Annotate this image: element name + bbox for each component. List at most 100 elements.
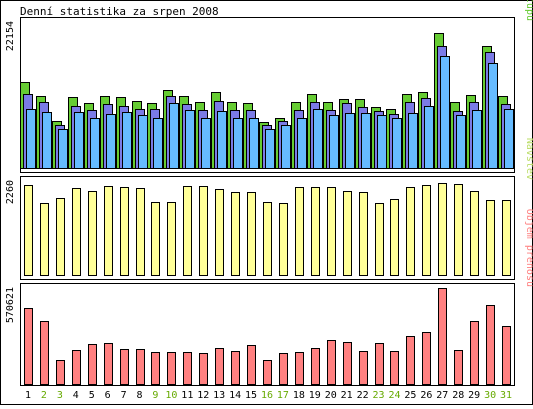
bar-visits-n-v-t-v [167,202,176,276]
bar-visits-n-v-t-v [470,191,479,276]
bar-traffic-str-nek [281,125,291,169]
bar-visits-n-v-t-v [279,203,288,276]
bar-visits-n-v-t-v [247,192,256,276]
bar-traffic-str-nek [122,112,132,169]
bar-traffic-str-nek [106,114,116,169]
bar-visits-n-v-t-v [311,187,320,276]
day-label: 4 [73,390,79,401]
bar-visits-n-v-t-v [502,200,511,276]
bar-volume-objem-p-enosu [247,345,256,385]
bar-traffic-str-nek [408,113,418,169]
bar-traffic-str-nek [58,129,68,169]
bar-volume-objem-p-enosu [215,348,224,385]
day-label: 29 [468,390,480,401]
bar-traffic-str-nek [297,118,307,169]
day-label: 1 [25,390,31,401]
bar-volume-objem-p-enosu [343,342,352,385]
bar-visits-n-v-t-v [120,187,129,276]
bar-volume-objem-p-enosu [120,349,129,385]
max-label: 2260 [5,180,16,204]
legend: Stránek/Souborů/Přístupů [524,0,533,21]
bar-visits-n-v-t-v [104,186,113,276]
day-label: 20 [325,390,337,401]
bar-visits-n-v-t-v [422,185,431,276]
bar-visits-n-v-t-v [486,200,495,276]
legend-entry: Objem přenosu [524,209,533,287]
bar-volume-objem-p-enosu [167,352,176,385]
day-label: 6 [105,390,111,401]
bar-visits-n-v-t-v [183,186,192,276]
panel-traffic: 22154 Stránek/Souborů/Přístupů [5,0,533,173]
day-label: 24 [388,390,400,401]
bar-traffic-str-nek [26,109,36,169]
bar-volume-objem-p-enosu [438,288,447,385]
day-label: 13 [213,390,225,401]
bar-visits-n-v-t-v [40,203,49,276]
bar-traffic-str-nek [74,112,84,169]
bar-traffic-str-nek [185,110,195,169]
bar-traffic-str-nek [504,109,514,169]
bar-volume-objem-p-enosu [390,351,399,385]
bar-visits-n-v-t-v [438,183,447,276]
bar-traffic-str-nek [90,118,100,169]
bar-volume-objem-p-enosu [151,352,160,385]
day-label: 14 [229,390,241,401]
day-label: 26 [420,390,432,401]
bar-traffic-str-nek [153,118,163,169]
day-label: 8 [137,390,143,401]
bar-volume-objem-p-enosu [295,352,304,385]
bar-volume-objem-p-enosu [88,344,97,385]
bar-traffic-str-nek [313,109,323,169]
day-label: 15 [245,390,257,401]
bar-traffic-str-nek [361,113,371,169]
bar-volume-objem-p-enosu [24,308,33,385]
day-label: 21 [341,390,353,401]
panel-frame [20,283,515,386]
bar-visits-n-v-t-v [390,199,399,276]
bar-traffic-str-nek [440,56,450,169]
bar-visits-n-v-t-v [406,187,415,276]
max-label: 22154 [5,21,16,51]
bar-visits-n-v-t-v [72,188,81,276]
bar-traffic-str-nek [377,115,387,169]
bar-volume-objem-p-enosu [311,348,320,385]
bar-traffic-str-nek [329,115,339,169]
bar-volume-objem-p-enosu [279,353,288,385]
bar-traffic-str-nek [217,111,227,169]
bar-visits-n-v-t-v [375,203,384,276]
bar-volume-objem-p-enosu [199,353,208,385]
bar-traffic-str-nek [201,118,211,169]
day-label: 17 [277,390,289,401]
panel-frame [20,176,515,280]
bar-traffic-str-nek [42,112,52,169]
bar-volume-objem-p-enosu [56,360,65,385]
bar-traffic-str-nek [392,118,402,169]
bar-volume-objem-p-enosu [183,352,192,385]
bar-visits-n-v-t-v [151,202,160,276]
bar-visits-n-v-t-v [295,187,304,276]
bar-volume-objem-p-enosu [470,321,479,385]
bar-volume-objem-p-enosu [136,349,145,385]
bar-volume-objem-p-enosu [422,332,431,385]
day-label: 12 [197,390,209,401]
bar-visits-n-v-t-v [454,184,463,276]
bar-volume-objem-p-enosu [104,343,113,385]
bar-volume-objem-p-enosu [231,351,240,385]
day-label: 5 [89,390,95,401]
bar-traffic-str-nek [138,115,148,169]
bar-volume-objem-p-enosu [502,326,511,385]
day-label: 27 [436,390,448,401]
legend: Návštěv [524,138,533,180]
day-label: 3 [57,390,63,401]
bar-visits-n-v-t-v [199,186,208,276]
day-label: 19 [309,390,321,401]
bar-volume-objem-p-enosu [327,340,336,385]
bar-traffic-str-nek [265,129,275,169]
day-label: 7 [121,390,127,401]
bar-traffic-str-nek [169,103,179,169]
bar-volume-objem-p-enosu [359,351,368,385]
legend-entry: Návštěv [524,138,533,180]
bar-visits-n-v-t-v [24,185,33,276]
day-label: 10 [165,390,177,401]
